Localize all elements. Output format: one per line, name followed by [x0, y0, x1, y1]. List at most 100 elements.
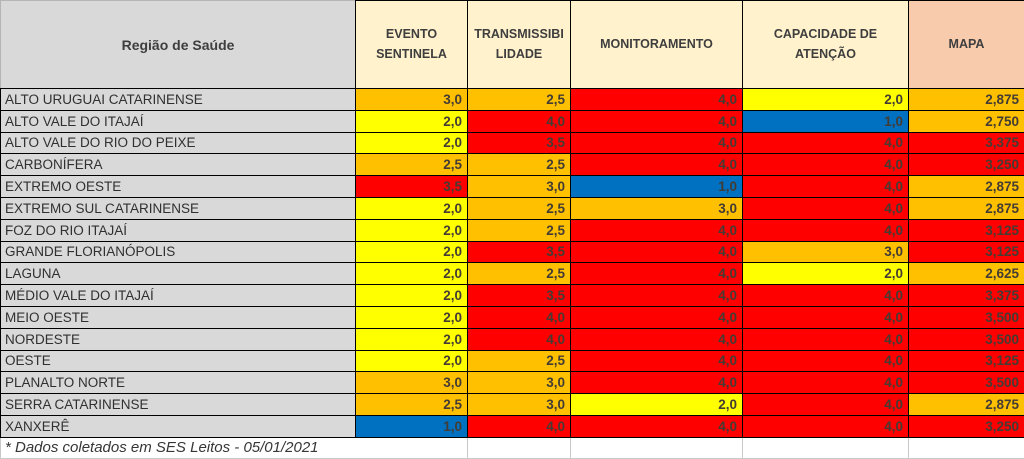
value-cell-monitoramento[interactable]: 1,0 [570, 175, 743, 198]
value-cell-mapa[interactable]: 3,125 [908, 349, 1024, 373]
value-cell-capacidade-de-atencao[interactable]: 4,0 [742, 327, 909, 351]
value-cell-capacidade-de-atencao[interactable]: 4,0 [742, 175, 909, 198]
value-cell-monitoramento[interactable]: 4,0 [570, 327, 743, 351]
value-cell-capacidade-de-atencao[interactable]: 4,0 [742, 153, 909, 177]
value-cell-mapa[interactable]: 3,500 [908, 327, 1024, 351]
value-cell-evento-sentinela[interactable]: 2,5 [355, 393, 468, 416]
region-cell[interactable]: ALTO VALE DO RIO DO PEIXE [0, 131, 356, 155]
region-cell[interactable]: MEIO OESTE [0, 305, 356, 329]
value-cell-transmissibilidade[interactable]: 4,0 [467, 109, 571, 133]
region-cell[interactable]: MÉDIO VALE DO ITAJAÍ [0, 284, 356, 307]
region-cell[interactable]: OESTE [0, 349, 356, 373]
value-cell-evento-sentinela[interactable]: 1,0 [355, 414, 468, 438]
value-cell-capacidade-de-atencao[interactable]: 4,0 [742, 284, 909, 307]
region-cell[interactable]: CARBONÍFERA [0, 153, 356, 177]
value-cell-transmissibilidade[interactable]: 3,0 [467, 175, 571, 198]
value-cell-mapa[interactable]: 3,375 [908, 284, 1024, 307]
col-header-evento-sentinela[interactable]: EVENTO SENTINELA [355, 0, 468, 89]
value-cell-transmissibilidade[interactable]: 4,0 [467, 305, 571, 329]
empty-footer-cell-transmissibilidade[interactable] [467, 436, 571, 459]
region-header-cell[interactable]: Região de Saúde [0, 0, 356, 89]
value-cell-evento-sentinela[interactable]: 3,5 [355, 175, 468, 198]
empty-footer-cell-monitoramento[interactable] [570, 436, 743, 459]
value-cell-capacidade-de-atencao[interactable]: 4,0 [742, 131, 909, 155]
value-cell-monitoramento[interactable]: 4,0 [570, 131, 743, 155]
empty-footer-cell-mapa[interactable] [908, 436, 1024, 459]
value-cell-capacidade-de-atencao[interactable]: 4,0 [742, 196, 909, 220]
value-cell-transmissibilidade[interactable]: 3,5 [467, 284, 571, 307]
value-cell-capacidade-de-atencao[interactable]: 2,0 [742, 262, 909, 286]
value-cell-transmissibilidade[interactable]: 2,5 [467, 196, 571, 220]
value-cell-evento-sentinela[interactable]: 2,0 [355, 218, 468, 242]
col-header-mapa[interactable]: MAPA [908, 0, 1024, 89]
value-cell-capacidade-de-atencao[interactable]: 4,0 [742, 218, 909, 242]
value-cell-evento-sentinela[interactable]: 2,0 [355, 240, 468, 264]
value-cell-mapa[interactable]: 2,875 [908, 88, 1024, 111]
value-cell-capacidade-de-atencao[interactable]: 4,0 [742, 414, 909, 438]
value-cell-capacidade-de-atencao[interactable]: 4,0 [742, 371, 909, 395]
value-cell-evento-sentinela[interactable]: 3,0 [355, 371, 468, 395]
value-cell-monitoramento[interactable]: 4,0 [570, 262, 743, 286]
value-cell-transmissibilidade[interactable]: 2,5 [467, 262, 571, 286]
value-cell-monitoramento[interactable]: 4,0 [570, 371, 743, 395]
value-cell-monitoramento[interactable]: 4,0 [570, 153, 743, 177]
region-cell[interactable]: SERRA CATARINENSE [0, 393, 356, 416]
col-header-transmissibilidade[interactable]: TRANSMISSIBILIDADE [467, 0, 571, 89]
value-cell-mapa[interactable]: 3,250 [908, 153, 1024, 177]
value-cell-mapa[interactable]: 3,250 [908, 414, 1024, 438]
value-cell-mapa[interactable]: 2,875 [908, 393, 1024, 416]
value-cell-mapa[interactable]: 2,875 [908, 175, 1024, 198]
value-cell-transmissibilidade[interactable]: 2,5 [467, 218, 571, 242]
value-cell-capacidade-de-atencao[interactable]: 4,0 [742, 305, 909, 329]
region-cell[interactable]: GRANDE FLORIANÓPOLIS [0, 240, 356, 264]
value-cell-mapa[interactable]: 3,125 [908, 218, 1024, 242]
region-cell[interactable]: EXTREMO OESTE [0, 175, 356, 198]
region-cell[interactable]: ALTO VALE DO ITAJAÍ [0, 109, 356, 133]
region-cell[interactable]: ALTO URUGUAI CATARINENSE [0, 88, 356, 111]
value-cell-evento-sentinela[interactable]: 2,0 [355, 349, 468, 373]
value-cell-transmissibilidade[interactable]: 3,0 [467, 393, 571, 416]
value-cell-mapa[interactable]: 2,625 [908, 262, 1024, 286]
value-cell-transmissibilidade[interactable]: 3,5 [467, 131, 571, 155]
value-cell-capacidade-de-atencao[interactable]: 2,0 [742, 88, 909, 111]
value-cell-evento-sentinela[interactable]: 3,0 [355, 88, 468, 111]
value-cell-transmissibilidade[interactable]: 2,5 [467, 153, 571, 177]
value-cell-transmissibilidade[interactable]: 3,5 [467, 240, 571, 264]
value-cell-monitoramento[interactable]: 4,0 [570, 218, 743, 242]
value-cell-capacidade-de-atencao[interactable]: 3,0 [742, 240, 909, 264]
region-cell[interactable]: PLANALTO NORTE [0, 371, 356, 395]
value-cell-monitoramento[interactable]: 4,0 [570, 284, 743, 307]
value-cell-evento-sentinela[interactable]: 2,5 [355, 153, 468, 177]
value-cell-monitoramento[interactable]: 4,0 [570, 109, 743, 133]
value-cell-transmissibilidade[interactable]: 2,5 [467, 349, 571, 373]
value-cell-evento-sentinela[interactable]: 2,0 [355, 262, 468, 286]
value-cell-mapa[interactable]: 2,875 [908, 196, 1024, 220]
value-cell-monitoramento[interactable]: 3,0 [570, 196, 743, 220]
value-cell-monitoramento[interactable]: 4,0 [570, 305, 743, 329]
value-cell-transmissibilidade[interactable]: 3,0 [467, 371, 571, 395]
value-cell-monitoramento[interactable]: 4,0 [570, 88, 743, 111]
value-cell-transmissibilidade[interactable]: 4,0 [467, 414, 571, 438]
value-cell-monitoramento[interactable]: 4,0 [570, 349, 743, 373]
region-cell[interactable]: FOZ DO RIO ITAJAÍ [0, 218, 356, 242]
region-cell[interactable]: LAGUNA [0, 262, 356, 286]
value-cell-capacidade-de-atencao[interactable]: 4,0 [742, 393, 909, 416]
value-cell-mapa[interactable]: 3,500 [908, 305, 1024, 329]
value-cell-mapa[interactable]: 3,500 [908, 371, 1024, 395]
value-cell-evento-sentinela[interactable]: 2,0 [355, 196, 468, 220]
value-cell-monitoramento[interactable]: 4,0 [570, 414, 743, 438]
value-cell-evento-sentinela[interactable]: 2,0 [355, 109, 468, 133]
col-header-monitoramento[interactable]: MONITORAMENTO [570, 0, 743, 89]
value-cell-evento-sentinela[interactable]: 2,0 [355, 284, 468, 307]
value-cell-mapa[interactable]: 3,125 [908, 240, 1024, 264]
value-cell-capacidade-de-atencao[interactable]: 1,0 [742, 109, 909, 133]
region-cell[interactable]: NORDESTE [0, 327, 356, 351]
value-cell-evento-sentinela[interactable]: 2,0 [355, 131, 468, 155]
region-cell[interactable]: XANXERÊ [0, 414, 356, 438]
value-cell-monitoramento[interactable]: 4,0 [570, 240, 743, 264]
value-cell-mapa[interactable]: 2,750 [908, 109, 1024, 133]
region-cell[interactable]: EXTREMO SUL CATARINENSE [0, 196, 356, 220]
value-cell-transmissibilidade[interactable]: 2,5 [467, 88, 571, 111]
value-cell-evento-sentinela[interactable]: 2,0 [355, 305, 468, 329]
value-cell-capacidade-de-atencao[interactable]: 4,0 [742, 349, 909, 373]
